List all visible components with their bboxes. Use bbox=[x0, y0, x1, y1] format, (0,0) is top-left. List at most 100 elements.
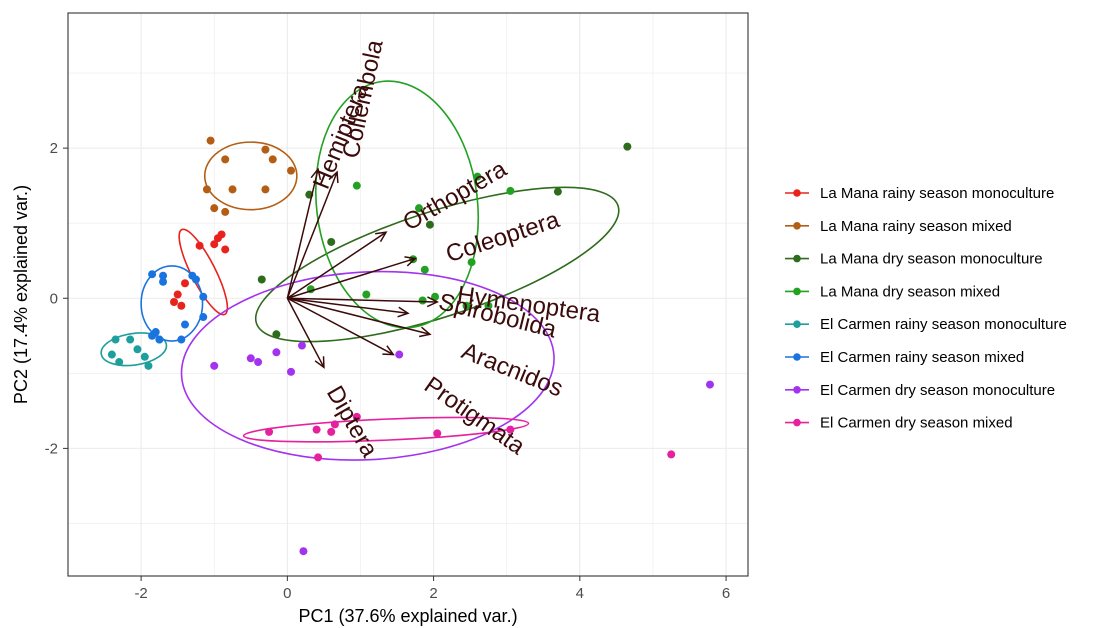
panel-background bbox=[68, 13, 748, 576]
legend-label: La Mana rainy season mixed bbox=[820, 218, 1012, 235]
point-series-2 bbox=[287, 166, 296, 175]
point-series-5 bbox=[107, 350, 116, 359]
point-series-4 bbox=[431, 292, 440, 301]
point-series-7 bbox=[299, 547, 308, 556]
ellipse-series-5 bbox=[100, 332, 168, 367]
legend-item: El Carmen rainy season mixed bbox=[785, 349, 1024, 366]
point-series-2 bbox=[228, 185, 237, 194]
point-series-6 bbox=[191, 275, 200, 284]
y-axis-title: PC2 (17.4% explained var.) bbox=[11, 185, 31, 404]
point-series-8 bbox=[506, 425, 515, 434]
legend-key-point bbox=[793, 287, 801, 296]
legend-item: La Mana dry season mixed bbox=[785, 283, 1000, 300]
axis-ticks: -2 0 2 4 6 -2 0 2 bbox=[45, 140, 731, 602]
point-series-5 bbox=[144, 361, 153, 370]
point-series-1 bbox=[210, 240, 219, 249]
loading-arrow bbox=[287, 297, 431, 336]
point-series-1 bbox=[180, 279, 189, 288]
point-series-6 bbox=[159, 277, 168, 286]
point-series-8 bbox=[265, 427, 274, 436]
point-series-4 bbox=[473, 172, 482, 181]
x-tick-label: 0 bbox=[283, 585, 291, 602]
point-series-6 bbox=[199, 313, 208, 322]
point-series-4 bbox=[462, 301, 471, 310]
legend-label: La Mana dry season mixed bbox=[820, 283, 1000, 300]
point-series-2 bbox=[261, 185, 270, 194]
legend-key-point bbox=[793, 386, 801, 394]
point-series-3 bbox=[623, 142, 632, 151]
point-series-4 bbox=[506, 186, 515, 195]
panel-border bbox=[67, 12, 749, 577]
point-series-8 bbox=[312, 425, 321, 434]
point-series-6 bbox=[159, 271, 168, 280]
x-tick-label: -2 bbox=[134, 585, 147, 602]
point-series-3 bbox=[327, 237, 336, 246]
legend-item: La Mana rainy season monoculture bbox=[785, 185, 1054, 202]
point-series-1 bbox=[195, 241, 204, 250]
legend-item: El Carmen dry season mixed bbox=[785, 415, 1013, 432]
point-series-6 bbox=[148, 270, 157, 279]
y-tick-label: 2 bbox=[50, 140, 58, 157]
legend-key-point bbox=[793, 254, 801, 263]
loading-arrow bbox=[286, 231, 387, 299]
loading-arrow bbox=[286, 297, 325, 368]
point-series-7 bbox=[272, 348, 281, 357]
point-series-7 bbox=[287, 367, 296, 376]
point-series-4 bbox=[418, 296, 427, 305]
loading-arrowhead bbox=[397, 306, 410, 318]
point-series-3 bbox=[425, 220, 434, 229]
point-series-2 bbox=[221, 155, 230, 164]
y-tick-label: -2 bbox=[45, 440, 58, 457]
legend-key-point bbox=[793, 353, 801, 361]
loading-arrow bbox=[286, 171, 338, 299]
legend-label: El Carmen rainy season mixed bbox=[820, 349, 1024, 366]
point-series-7 bbox=[210, 361, 219, 370]
point-series-4 bbox=[484, 301, 493, 310]
legend-item: El Carmen dry season monoculture bbox=[785, 382, 1055, 399]
point-series-2 bbox=[221, 207, 230, 216]
point-series-6 bbox=[180, 320, 189, 329]
legend-label: La Mana rainy season monoculture bbox=[820, 185, 1054, 202]
loading-arrowhead bbox=[419, 326, 432, 338]
legend-key-point bbox=[793, 222, 801, 230]
loading-arrowhead bbox=[314, 356, 325, 369]
data-points bbox=[107, 136, 714, 556]
x-tick-label: 2 bbox=[429, 585, 437, 602]
point-series-5 bbox=[140, 352, 149, 361]
point-series-2 bbox=[268, 155, 277, 164]
point-series-7 bbox=[254, 358, 263, 367]
point-series-6 bbox=[155, 335, 164, 344]
loading-arrowhead bbox=[375, 231, 388, 243]
legend-key-point bbox=[793, 418, 801, 427]
group-ellipses bbox=[100, 80, 620, 461]
x-axis-title: PC1 (37.6% explained var.) bbox=[298, 606, 517, 626]
x-tick-label: 6 bbox=[722, 585, 730, 602]
point-series-6 bbox=[177, 335, 186, 344]
loading-arrows bbox=[286, 167, 439, 369]
point-series-2 bbox=[202, 185, 211, 194]
point-series-8 bbox=[330, 420, 339, 429]
point-series-2 bbox=[261, 145, 270, 154]
point-series-3 bbox=[272, 330, 281, 339]
ellipse-series-7 bbox=[180, 270, 555, 461]
point-series-4 bbox=[362, 290, 371, 299]
point-series-6 bbox=[148, 331, 157, 340]
legend-key-point bbox=[793, 320, 801, 329]
point-series-1 bbox=[170, 298, 179, 307]
point-series-6 bbox=[199, 292, 208, 301]
point-series-8 bbox=[314, 453, 323, 462]
point-series-3 bbox=[553, 187, 562, 196]
loading-arrow bbox=[286, 168, 319, 299]
legend-item: El Carmen rainy season monoculture bbox=[785, 316, 1067, 333]
point-series-1 bbox=[213, 234, 222, 243]
point-series-5 bbox=[126, 335, 135, 344]
point-series-2 bbox=[210, 204, 219, 213]
point-series-1 bbox=[173, 290, 182, 299]
loading-arrowhead bbox=[382, 345, 395, 356]
point-series-7 bbox=[246, 354, 255, 363]
legend-item: La Mana rainy season mixed bbox=[785, 218, 1012, 235]
ellipse-series-4 bbox=[314, 80, 480, 329]
plot-panel bbox=[68, 13, 748, 576]
point-series-4 bbox=[467, 258, 476, 267]
legend: La Mana rainy season monoculture La Mana … bbox=[785, 185, 1067, 432]
